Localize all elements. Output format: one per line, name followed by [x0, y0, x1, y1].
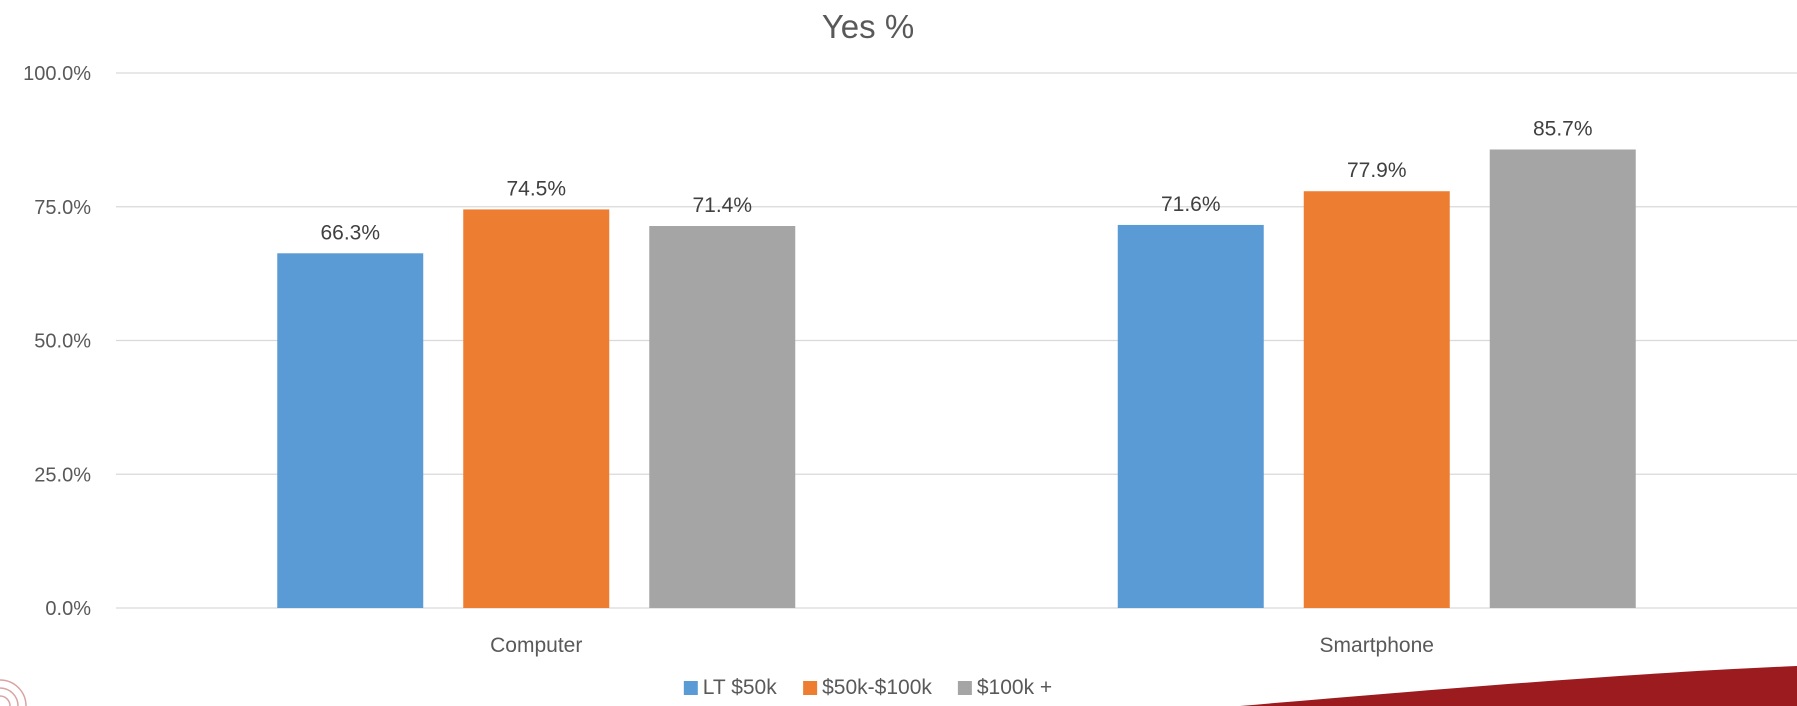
data-label: 74.5% — [506, 177, 566, 200]
category-label: Smartphone — [1320, 634, 1434, 657]
y-tick-label: 100.0% — [23, 63, 91, 85]
category-label: Computer — [490, 634, 582, 657]
y-axis-tick-labels: 0.0% 25.0% 50.0% 75.0% 100.0% — [23, 63, 91, 620]
bar — [649, 226, 795, 608]
y-tick-label: 0.0% — [45, 598, 91, 620]
bar — [1118, 225, 1264, 608]
legend-label: $100k + — [977, 676, 1052, 699]
legend-label: LT $50k — [703, 676, 777, 699]
legend: LT $50k $50k-$100k $100k + — [684, 676, 1052, 699]
legend-swatch — [803, 681, 817, 695]
y-tick-label: 25.0% — [34, 464, 91, 486]
y-tick-label: 50.0% — [34, 331, 91, 353]
bar — [277, 253, 423, 608]
legend-swatch — [684, 681, 698, 695]
legend-swatch — [958, 681, 972, 695]
data-label: 85.7% — [1533, 118, 1593, 141]
bar — [463, 209, 609, 608]
logo-mark — [0, 680, 26, 706]
data-label: 66.3% — [320, 221, 380, 244]
data-label: 77.9% — [1347, 159, 1407, 182]
bar — [1304, 191, 1450, 608]
data-label: 71.6% — [1161, 193, 1221, 216]
y-tick-label: 75.0% — [34, 197, 91, 219]
bar — [1490, 150, 1636, 608]
bars — [277, 150, 1636, 608]
legend-label: $50k-$100k — [822, 676, 932, 699]
data-label: 71.4% — [692, 194, 752, 217]
category-labels: Computer Smartphone — [490, 634, 1434, 657]
chart-title: Yes % — [822, 8, 914, 45]
accent-swoosh — [1240, 666, 1797, 706]
